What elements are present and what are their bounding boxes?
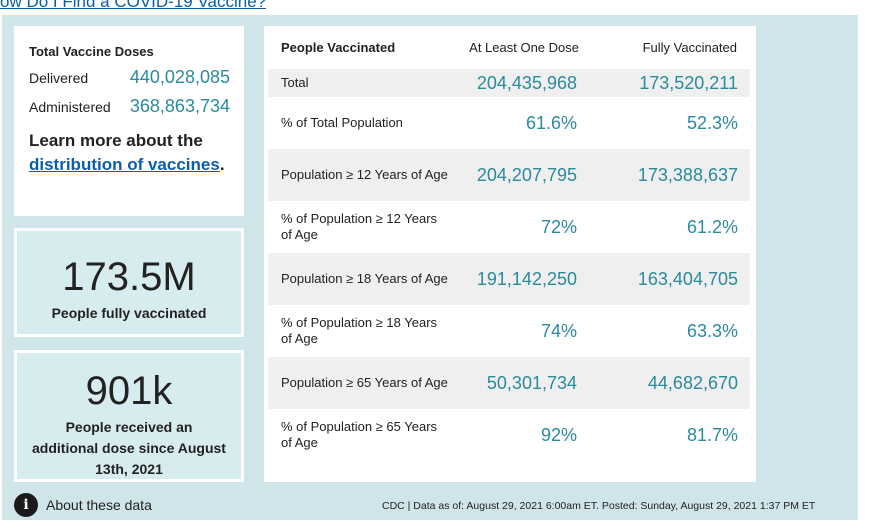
row-label: Population ≥ 65 Years of Age — [281, 375, 448, 390]
one-dose-value: 74% — [540, 320, 577, 341]
find-vaccine-link[interactable]: ow Do I Find a COVID-19 Vaccine? — [0, 0, 267, 11]
stat-value: 173.5M — [62, 255, 196, 299]
total-doses-card: Total Vaccine Doses Delivered 440,028,08… — [14, 26, 244, 216]
fully-vaccinated-value: 163,404,705 — [637, 268, 738, 289]
distribution-link[interactable]: distribution of vaccines — [29, 155, 220, 174]
one-dose-value: 92% — [540, 424, 577, 445]
one-dose-value: 72% — [540, 216, 577, 237]
fully-vaccinated-value: 81.7% — [686, 424, 738, 445]
people-vaccinated-table: People Vaccinated At Least One Dose Full… — [264, 26, 756, 482]
one-dose-value: 61.6% — [525, 112, 577, 133]
row-label: % of Population ≥ 12 Years of Age — [281, 211, 438, 242]
one-dose-value: 191,142,250 — [476, 268, 577, 289]
table-row: Total 204,435,968 173,520,211 — [268, 69, 750, 97]
additional-dose-stat: 901k People received an additional dose … — [14, 350, 244, 482]
learn-more-text: Learn more about the distribution of vac… — [29, 129, 230, 177]
stat-label: People fully vaccinated — [51, 305, 207, 321]
fully-vaccinated-value: 173,520,211 — [639, 72, 738, 93]
fully-vaccinated-value: 44,682,670 — [647, 372, 738, 393]
about-data-button[interactable]: i About these data — [14, 493, 152, 517]
learn-more-suffix: . — [219, 155, 225, 174]
about-data-label[interactable]: About these data — [46, 497, 152, 513]
stat-label: People received an additional dose since… — [32, 419, 226, 477]
one-dose-value: 204,207,795 — [476, 164, 577, 185]
delivered-row: Delivered 440,028,085 — [29, 67, 230, 96]
header-fully-vaccinated: Fully Vaccinated — [642, 39, 737, 55]
row-label: Total — [281, 75, 309, 90]
table-row: Population ≥ 65 Years of Age 50,301,734 44… — [268, 357, 750, 409]
fully-vaccinated-value: 63.3% — [686, 320, 738, 341]
table-header: People Vaccinated At Least One Dose Full… — [264, 26, 756, 68]
table-row: % of Total Population 61.6% 52.3% — [268, 97, 750, 149]
header-people-vaccinated: People Vaccinated — [281, 39, 396, 55]
row-label: % of Total Population — [281, 115, 403, 130]
one-dose-value: 50,301,734 — [486, 372, 577, 393]
row-label: Population ≥ 18 Years of Age — [281, 271, 448, 286]
data-timestamp: CDC | Data as of: August 29, 2021 6:00am… — [382, 500, 816, 512]
header-one-dose: At Least One Dose — [469, 39, 579, 55]
one-dose-value: 204,435,968 — [476, 72, 577, 93]
table-row: % of Population ≥ 65 Years of Age 92% 81.7… — [268, 409, 750, 461]
fully-vaccinated-value: 52.3% — [686, 112, 738, 133]
administered-value: 368,863,734 — [129, 96, 230, 116]
learn-more-prefix: Learn more about the — [29, 131, 203, 150]
table-row: % of Population ≥ 18 Years of Age 74% 63.3… — [268, 305, 750, 357]
table-row: % of Population ≥ 12 Years of Age 72% 61.2… — [268, 201, 750, 253]
row-label: % of Population ≥ 65 Years of Age — [281, 419, 438, 450]
doses-title: Total Vaccine Doses — [29, 44, 154, 59]
stat-value: 901k — [85, 369, 173, 413]
fully-vaccinated-stat: 173.5M People fully vaccinated — [14, 228, 244, 337]
row-label: Population ≥ 12 Years of Age — [281, 167, 448, 182]
info-icon[interactable]: i — [14, 493, 38, 517]
administered-row: Administered 368,863,734 — [29, 96, 230, 125]
row-label: % of Population ≥ 18 Years of Age — [281, 315, 438, 346]
delivered-value: 440,028,085 — [129, 67, 230, 87]
table-row: Population ≥ 18 Years of Age 191,142,250 1… — [268, 253, 750, 305]
administered-label: Administered — [29, 99, 111, 115]
delivered-label: Delivered — [29, 70, 89, 86]
fully-vaccinated-value: 173,388,637 — [637, 164, 738, 185]
table-row: Population ≥ 12 Years of Age 204,207,795 1… — [268, 149, 750, 201]
fully-vaccinated-value: 61.2% — [686, 216, 738, 237]
